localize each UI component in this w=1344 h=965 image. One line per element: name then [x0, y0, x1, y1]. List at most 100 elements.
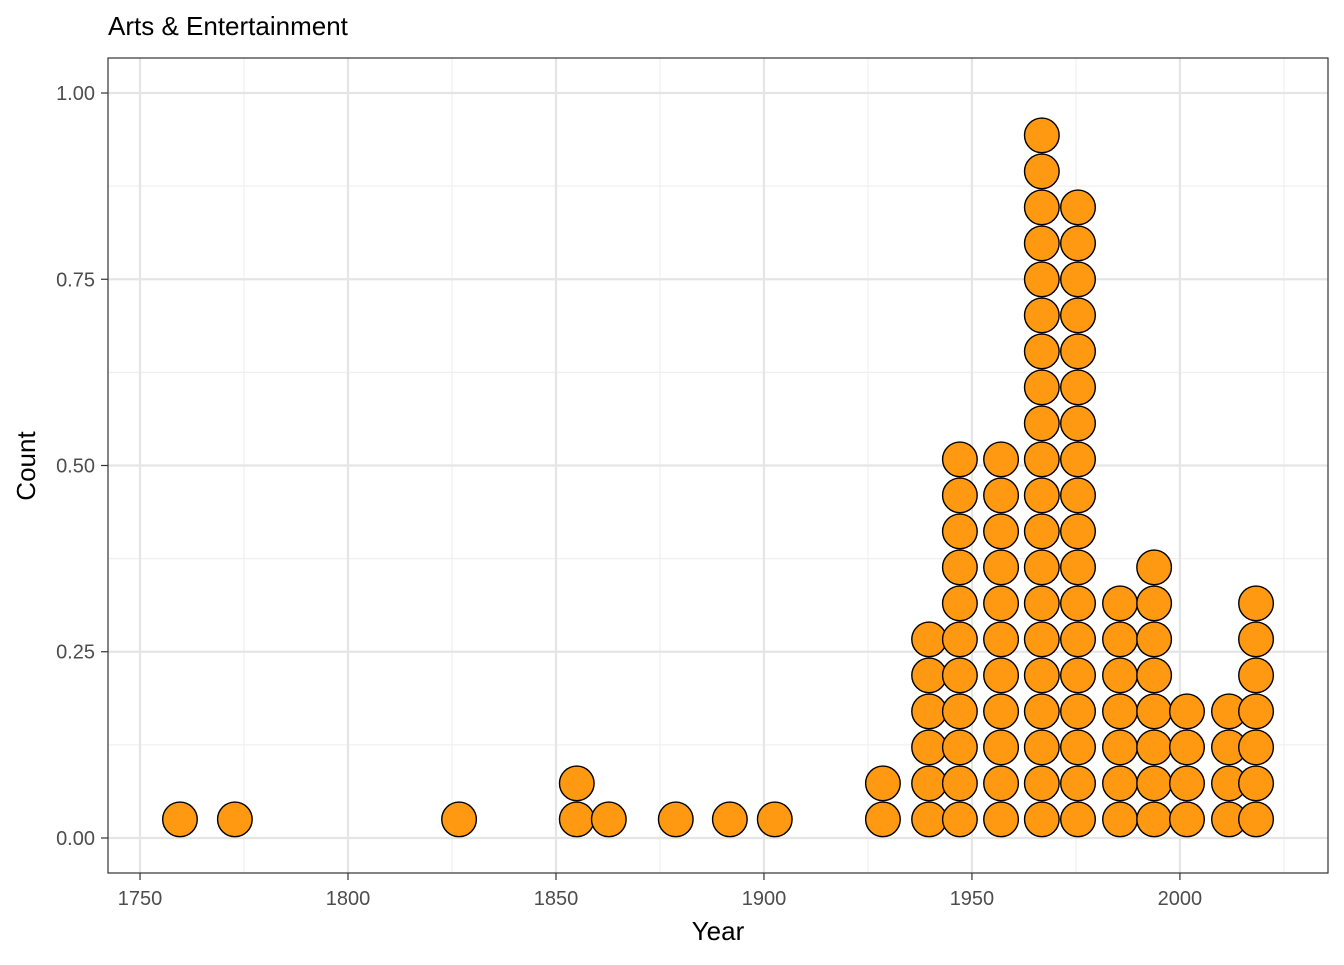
- dot: [941, 513, 978, 550]
- dot: [983, 513, 1020, 550]
- dot: [864, 801, 901, 838]
- dot: [1102, 729, 1139, 766]
- dot: [1136, 549, 1173, 586]
- dot: [657, 801, 694, 838]
- dot: [441, 801, 478, 838]
- dot: [983, 549, 1020, 586]
- dot: [983, 729, 1020, 766]
- dot: [1102, 657, 1139, 694]
- dot: [1023, 549, 1060, 586]
- dot: [1023, 693, 1060, 730]
- dot: [1060, 477, 1097, 514]
- dot: [941, 621, 978, 658]
- dot: [983, 801, 1020, 838]
- dot: [1060, 801, 1097, 838]
- dot: [983, 441, 1020, 478]
- dot: [558, 801, 595, 838]
- dot: [941, 801, 978, 838]
- dot: [1060, 621, 1097, 658]
- dot: [1102, 801, 1139, 838]
- dot: [1023, 477, 1060, 514]
- dot: [1168, 765, 1205, 802]
- dot: [1238, 585, 1275, 622]
- dot: [983, 621, 1020, 658]
- dot: [1238, 621, 1275, 658]
- dot: [1023, 225, 1060, 262]
- dot: [911, 657, 948, 694]
- dot: [1060, 765, 1097, 802]
- dot: [1168, 729, 1205, 766]
- dot: [590, 801, 627, 838]
- x-tick-label: 1900: [742, 888, 787, 910]
- x-tick-label: 2000: [1158, 888, 1203, 910]
- y-tick-label: 1.00: [56, 83, 95, 105]
- dot: [1023, 765, 1060, 802]
- dot: [911, 729, 948, 766]
- chart-title: Arts & Entertainment: [108, 11, 349, 41]
- dot: [1023, 189, 1060, 226]
- dot: [983, 477, 1020, 514]
- dot: [911, 693, 948, 730]
- grid: [108, 58, 1328, 873]
- dot: [1102, 621, 1139, 658]
- y-axis-label: Count: [11, 431, 41, 501]
- dot: [1060, 585, 1097, 622]
- dot: [1023, 369, 1060, 406]
- y-tick-label: 0.25: [56, 642, 95, 664]
- dot: [1023, 117, 1060, 154]
- dot: [983, 657, 1020, 694]
- dot: [941, 549, 978, 586]
- dot: [1238, 693, 1275, 730]
- dot: [756, 801, 793, 838]
- dot: [1023, 621, 1060, 658]
- dot: [983, 765, 1020, 802]
- dot: [1023, 801, 1060, 838]
- dot: [941, 585, 978, 622]
- dot: [941, 765, 978, 802]
- dot: [1023, 657, 1060, 694]
- dot: [911, 801, 948, 838]
- dot: [941, 657, 978, 694]
- dot: [1238, 765, 1275, 802]
- dot: [941, 441, 978, 478]
- dot: [1102, 765, 1139, 802]
- dot: [1238, 657, 1275, 694]
- dot: [941, 729, 978, 766]
- dot: [1060, 261, 1097, 298]
- dot: [1023, 513, 1060, 550]
- dot: [1023, 153, 1060, 190]
- dot: [1168, 801, 1205, 838]
- y-tick-label: 0.00: [56, 828, 95, 850]
- dot: [161, 801, 198, 838]
- dot: [983, 693, 1020, 730]
- x-tick-label: 1800: [326, 888, 371, 910]
- dot: [1238, 801, 1275, 838]
- dot: [1168, 693, 1205, 730]
- dot: [1023, 405, 1060, 442]
- x-axis-label: Year: [692, 916, 745, 946]
- dot: [941, 693, 978, 730]
- dot: [911, 765, 948, 802]
- dot: [1060, 189, 1097, 226]
- axes: 1750 1800 1850 1900 1950 2000 0.00 0.25 0.50 0.75…: [56, 83, 1202, 910]
- dot: [1060, 333, 1097, 370]
- dot: [983, 585, 1020, 622]
- dot: [1136, 693, 1173, 730]
- dot: [911, 621, 948, 658]
- dot: [558, 765, 595, 802]
- dot: [1023, 261, 1060, 298]
- dot: [1060, 693, 1097, 730]
- dot: [1023, 441, 1060, 478]
- dot: [1060, 513, 1097, 550]
- x-tick-label: 1850: [534, 888, 579, 910]
- y-tick-label: 0.75: [56, 269, 95, 291]
- dot: [1023, 585, 1060, 622]
- dot: [1060, 657, 1097, 694]
- dot: [1136, 657, 1173, 694]
- dot: [941, 477, 978, 514]
- dot: [216, 801, 253, 838]
- dot: [1102, 585, 1139, 622]
- dot: [1060, 405, 1097, 442]
- y-tick-label: 0.50: [56, 456, 95, 478]
- dot: [1023, 729, 1060, 766]
